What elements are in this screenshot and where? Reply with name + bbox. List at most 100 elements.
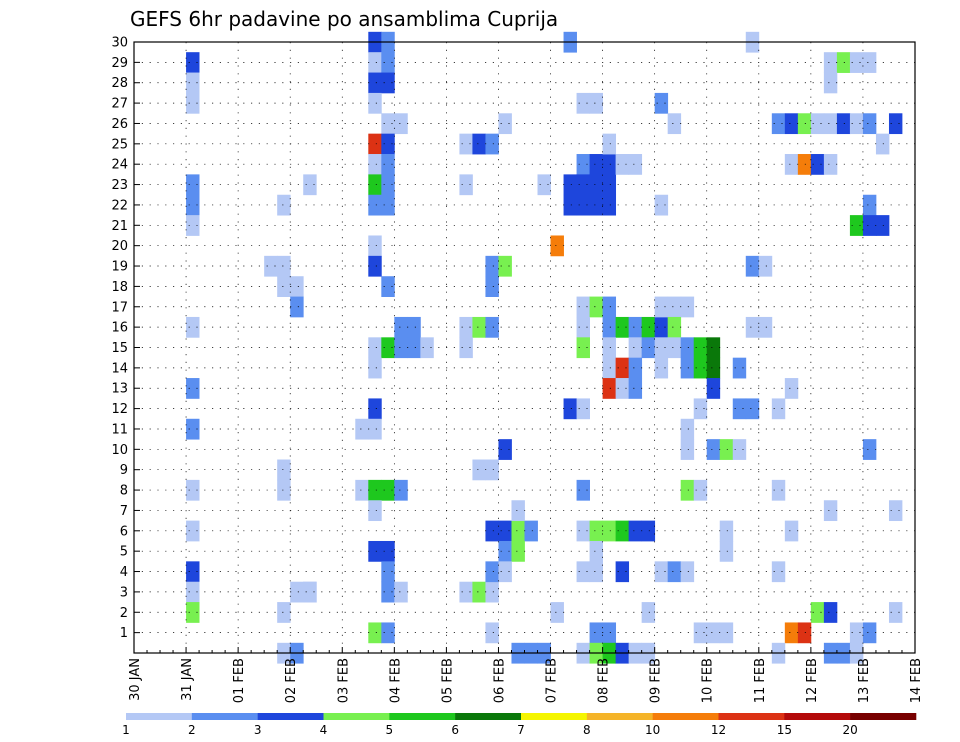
cell-m23-s25 [459, 174, 473, 196]
cell-m17-s42 [680, 296, 695, 318]
y-tick-label-22: 22 [111, 198, 128, 213]
cell-m10-s44 [706, 439, 721, 460]
cell-m24-s51 [797, 154, 812, 175]
cell-m23-s18 [368, 174, 382, 196]
cell-m10-s28 [498, 439, 512, 460]
y-tick-label-13: 13 [111, 382, 128, 397]
y-tick-label-17: 17 [111, 300, 128, 315]
cell-m5-s18 [368, 540, 382, 562]
cell-m10-s46 [732, 439, 747, 460]
cell-m25-s25 [459, 133, 473, 155]
cell-m23-s34 [576, 174, 590, 196]
cell-m5-s19 [381, 540, 395, 562]
cell-m18-s27 [485, 276, 499, 297]
cell-m11-s42 [680, 418, 695, 440]
cell-m1-s45 [719, 622, 734, 644]
cell-m7-s18 [368, 500, 382, 522]
cell-m26-s56 [862, 113, 877, 135]
cell-m12-s47 [745, 398, 760, 420]
legend-label-20: 20 [843, 723, 858, 737]
cell-m4-s19 [381, 561, 395, 583]
cell-m28-s53 [823, 72, 838, 94]
cell-m1-s27 [485, 622, 499, 644]
legend-swatch-1 [191, 713, 258, 720]
cell-m23-s33 [563, 174, 577, 196]
y-tick-label-8: 8 [120, 484, 128, 499]
cell-m6-s36 [602, 520, 617, 542]
legend-label-6: 6 [451, 723, 459, 737]
cell-m26-s41 [667, 113, 682, 135]
cell-m28-s19 [381, 72, 395, 94]
cell-m1-s51 [797, 622, 812, 644]
cell-m12-s33 [563, 398, 577, 420]
y-tick-label-26: 26 [111, 117, 128, 132]
cell-m26-s52 [810, 113, 825, 135]
cell-m5-s35 [589, 540, 603, 562]
cell-m20-s18 [368, 235, 382, 257]
cell-m6-s50 [784, 520, 799, 542]
legend-swatch-6 [521, 713, 588, 720]
cell-m17-s12 [290, 296, 304, 318]
cell-m5-s45 [719, 540, 734, 562]
cell-m25-s36 [602, 133, 617, 155]
cell-m24-s52 [810, 154, 825, 175]
cell-m13-s4 [186, 378, 200, 399]
cell-m26-s54 [836, 113, 851, 135]
cell-m8-s34 [576, 479, 590, 501]
y-tick-label-25: 25 [111, 137, 128, 152]
cell-m22-s34 [576, 194, 590, 216]
cell-m19-s47 [745, 255, 760, 277]
cell-m2-s52 [810, 602, 825, 623]
cell-m11-s17 [355, 418, 369, 440]
cell-m15-s36 [602, 337, 617, 359]
y-tick-label-10: 10 [111, 443, 128, 458]
cell-m29-s19 [381, 52, 395, 73]
cell-m7-s58 [888, 500, 903, 522]
cell-m2-s39 [641, 602, 656, 623]
cell-m3-s13 [303, 581, 317, 603]
cell-m3-s12 [290, 581, 304, 603]
x-tick-label-12: 11 FEB [753, 658, 768, 703]
y-tick-label-30: 30 [111, 36, 128, 51]
y-tick-label-18: 18 [111, 280, 128, 295]
cell-m25-s19 [381, 133, 395, 155]
cell-m14-s36 [602, 357, 617, 379]
cell-m1-s56 [862, 622, 877, 644]
y-tick-label-4: 4 [120, 565, 128, 580]
cell-m18-s19 [381, 276, 395, 297]
cell-m14-s37 [615, 357, 630, 379]
cell-m29-s54 [836, 52, 851, 73]
cell-m24-s53 [823, 154, 838, 175]
cell-m4-s28 [498, 561, 512, 583]
cell-m2-s53 [823, 602, 838, 623]
cell-m4-s49 [771, 561, 786, 583]
cell-m14-s43 [693, 357, 708, 379]
cell-m4-s41 [667, 561, 682, 583]
cell-m4-s35 [589, 561, 603, 583]
cell-m27-s35 [589, 92, 603, 114]
cell-m16-s4 [186, 316, 200, 338]
cell-m29-s55 [849, 52, 864, 73]
cell-m25-s57 [875, 133, 890, 155]
cell-m15-s25 [459, 337, 473, 359]
cell-m14-s40 [654, 357, 669, 379]
cell-m6-s38 [628, 520, 643, 542]
cell-m16-s26 [472, 316, 486, 338]
x-tick-label-2: 01 FEB [232, 658, 247, 703]
cell-m23-s4 [186, 174, 200, 196]
cell-m1-s36 [602, 622, 617, 644]
cell-m4-s42 [680, 561, 695, 583]
cell-m15-s22 [420, 337, 434, 359]
cell-m6-s37 [615, 520, 630, 542]
cell-m6-s29 [511, 520, 525, 542]
y-tick-label-27: 27 [111, 97, 128, 112]
x-tick-label-6: 05 FEB [440, 658, 455, 703]
cell-m24-s38 [628, 154, 643, 175]
cell-m2-s32 [550, 602, 564, 623]
cell-m27-s40 [654, 92, 669, 114]
cell-m25-s27 [485, 133, 499, 155]
y-tick-label-5: 5 [120, 545, 128, 560]
legend-swatch-4 [389, 713, 456, 720]
x-axis: 30 JAN 31 JAN 01 FEB 02 FEB 03 FEB 04 FEB 05 F… [128, 647, 924, 703]
cell-m8-s17 [355, 479, 369, 501]
